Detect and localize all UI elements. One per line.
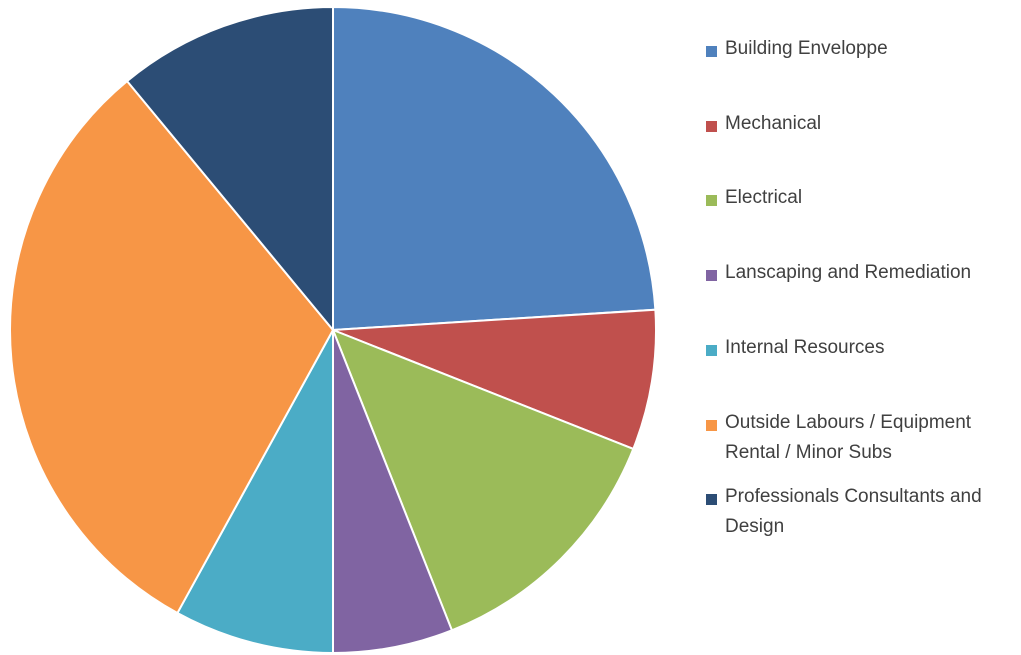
legend-label: Outside Labours / Equipment Rental / Min… xyxy=(725,412,972,463)
pie-slice xyxy=(9,79,335,615)
pie-slice xyxy=(332,5,657,332)
legend-item: Outside Labours / Equipment Rental / Min… xyxy=(706,412,1016,468)
legend-item: Lanscaping and Remediation xyxy=(706,262,1016,288)
legend-label: Electrical xyxy=(725,187,803,208)
legend-item: Professionals Consultants and Design xyxy=(706,486,1016,542)
legend-item: Internal Resources xyxy=(706,337,1016,363)
legend-item: Mechanical xyxy=(706,113,1016,139)
pie-slice xyxy=(125,5,334,333)
pie-slice xyxy=(332,308,657,451)
legend-swatch xyxy=(706,270,717,281)
legend-swatch xyxy=(706,494,717,505)
pie-slice xyxy=(331,328,635,632)
pie xyxy=(9,5,657,655)
legend-swatch xyxy=(706,121,717,132)
pie-slice xyxy=(332,329,454,655)
legend-swatch xyxy=(706,345,717,356)
legend-swatch xyxy=(706,195,717,206)
legend-label: Internal Resources xyxy=(725,337,885,358)
legend-label: Professionals Consultants and Design xyxy=(725,486,982,537)
legend-swatch xyxy=(706,46,717,57)
legend-item: Electrical xyxy=(706,187,1016,213)
pie-slice xyxy=(176,329,334,655)
legend-label: Mechanical xyxy=(725,113,822,134)
legend-label: Building Enveloppe xyxy=(725,38,888,59)
legend-label: Lanscaping and Remediation xyxy=(725,262,972,283)
legend-item: Building Enveloppe xyxy=(706,38,1016,64)
legend-swatch xyxy=(706,420,717,431)
